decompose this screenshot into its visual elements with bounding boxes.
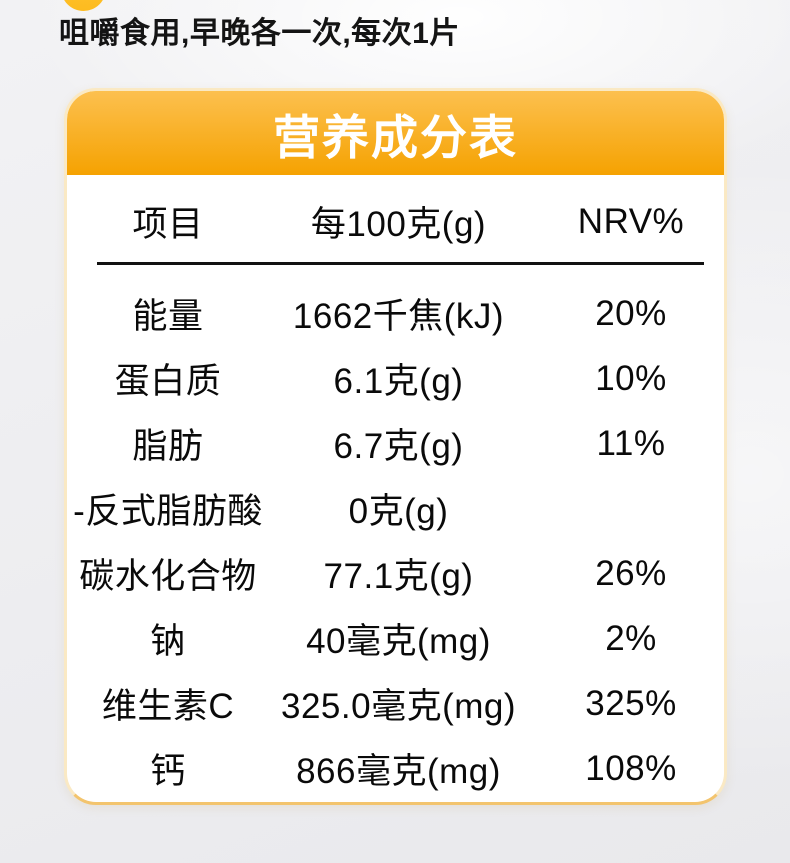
row-nrv-value: 11% [596,423,666,463]
row-item-label: -反式脂肪酸 [73,492,263,531]
table-row: 钠 40毫克(mg) 2% [97,606,704,671]
column-header-per-100g: 每100克(g) [310,205,487,244]
row-amount-value: 6.7克(g) [333,427,464,466]
table-row: 蛋白质 6.1克(g) 10% [97,346,704,411]
row-nrv-value: 10% [595,358,667,398]
column-header-item: 项目 [132,205,204,244]
column-header-nrv: NRV% [577,201,685,241]
nutrition-facts-card: 营养成分表 项目 每100克(g) NRV% 能量 1662千焦(kJ) 20%… [64,88,727,805]
row-amount-value: 40毫克(mg) [306,622,491,661]
row-item-label: 蛋白质 [114,362,222,401]
nutrition-table-title: 营养成分表 [273,110,518,164]
row-item-label: 维生素C [101,687,235,726]
nutrition-table: 项目 每100克(g) NRV% 能量 1662千焦(kJ) 20% 蛋白质 6… [67,175,724,801]
row-amount-value: 325.0毫克(mg) [280,687,517,726]
row-amount-value: 866毫克(mg) [296,752,501,791]
row-amount-value: 77.1克(g) [323,557,474,596]
table-row: 维生素C 325.0毫克(mg) 325% [97,671,704,736]
row-item-label: 钙 [150,752,186,791]
row-nrv-value: 325% [585,683,677,723]
table-row: 脂肪 6.7克(g) 11% [97,411,704,476]
row-item-label: 碳水化合物 [79,557,257,596]
row-nrv-value: 108% [585,748,677,788]
row-amount-value: 0克(g) [348,492,449,531]
row-item-label: 能量 [132,297,204,336]
row-amount-value: 6.1克(g) [333,362,464,401]
table-row: 能量 1662千焦(kJ) 20% [97,281,704,346]
row-nrv-value: 20% [595,293,667,333]
table-body: 能量 1662千焦(kJ) 20% 蛋白质 6.1克(g) 10% 脂肪 6.7… [73,265,704,801]
card-header-banner: 营养成分表 [67,91,724,175]
table-row: 钙 866毫克(mg) 108% [97,736,704,801]
row-nrv-value: 2% [605,618,657,658]
yellow-dot-icon [61,0,106,11]
row-item-label: 钠 [150,622,186,661]
row-amount-value: 1662千焦(kJ) [292,297,505,336]
row-item-label: 脂肪 [132,427,204,466]
table-row: 碳水化合物 77.1克(g) 26% [79,541,704,606]
row-nrv-value: 26% [595,553,667,593]
table-header-row: 项目 每100克(g) NRV% [97,175,704,265]
table-row: -反式脂肪酸 0克(g) [73,476,704,541]
usage-instruction-text: 咀嚼食用,早晚各一次,每次1片 [59,17,460,50]
